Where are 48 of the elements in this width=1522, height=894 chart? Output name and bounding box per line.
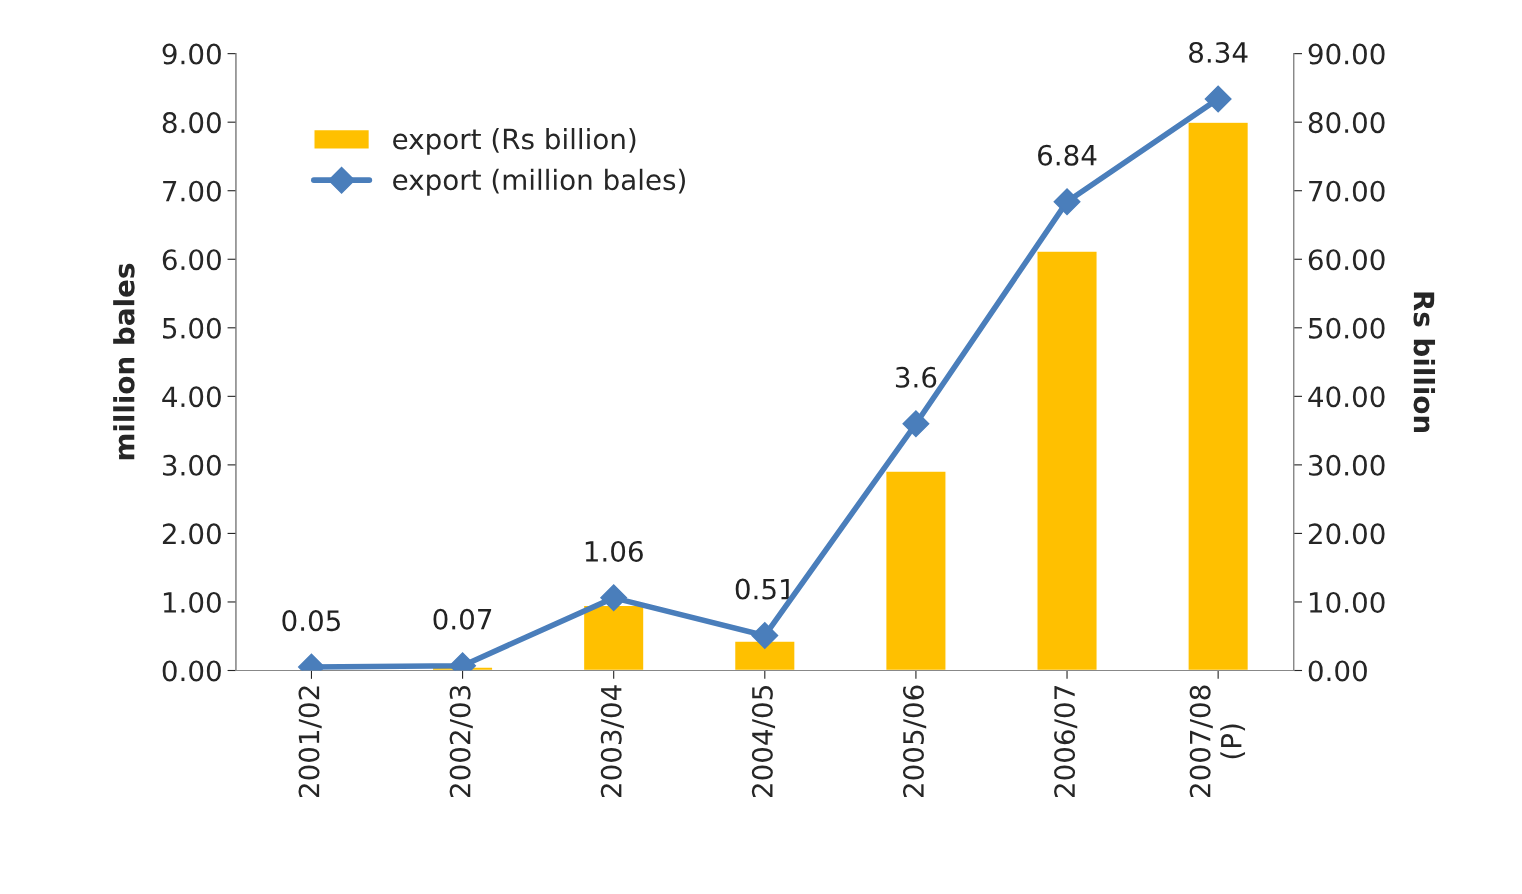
data-label: 1.06: [585, 540, 643, 562]
data-label: 0.05: [282, 610, 340, 632]
y2-tick-label: 80.00: [1308, 112, 1385, 134]
data-label: 8.34: [1189, 41, 1248, 63]
y-tick-label: 9.00: [162, 43, 221, 65]
point: [1204, 85, 1232, 113]
y2-tick-label: 50.00: [1309, 317, 1385, 339]
y-tick-label: 8.00: [162, 112, 221, 134]
point: [1053, 188, 1081, 216]
y-tick-label: 7.00: [163, 180, 221, 202]
bar: [1187, 121, 1250, 671]
data-label: 3.6: [895, 366, 937, 388]
legend-label: export (million bales): [393, 168, 685, 196]
bar: [733, 640, 796, 671]
x-tick-label: 2007/08 (P): [1189, 685, 1246, 798]
y-tick-label: 2.00: [162, 523, 221, 545]
x-tick-label: 2002/03: [449, 685, 473, 798]
y2-tick-label: 60.00: [1308, 249, 1385, 271]
point: [902, 410, 930, 438]
data-label: 6.84: [1038, 144, 1097, 166]
x-tick-label: 2005/06: [902, 685, 927, 798]
y2-tick-label: 40.00: [1308, 386, 1385, 408]
y2-tick-label: 0.00: [1308, 660, 1367, 682]
bar: [582, 604, 645, 671]
point: [751, 622, 779, 650]
point: [600, 584, 628, 612]
y-tick-label: 3.00: [162, 454, 221, 476]
y-axis-title: million bales: [113, 263, 135, 460]
y-tick-label: 6.00: [162, 249, 221, 271]
x-tick-label: 2004/05: [751, 686, 776, 798]
y2-axis-title: Rs billion: [1413, 292, 1436, 433]
x-tick-label: 2006/07: [1054, 686, 1078, 798]
y-tick-label: 5.00: [163, 317, 221, 339]
x-tick-label: 2003/04: [600, 685, 624, 798]
bar: [885, 470, 947, 671]
y2-tick-label: 70.00: [1309, 180, 1385, 202]
y2-tick-label: 20.00: [1308, 523, 1385, 545]
bar: [1036, 250, 1098, 671]
x-tick-label: 2001/02: [298, 686, 322, 798]
data-label: 0.51: [735, 578, 794, 600]
y2-tick-label: 30.00: [1309, 454, 1385, 476]
legend-label: export (Rs billion): [393, 127, 636, 155]
y2-tick-label: 90.00: [1308, 43, 1385, 65]
y-tick-label: 0.00: [162, 660, 221, 682]
y-tick-label: 4.00: [162, 386, 221, 408]
data-label: 0.07: [433, 608, 492, 630]
y-tick-label: 1.00: [163, 591, 221, 613]
y2-tick-label: 10.00: [1309, 591, 1385, 613]
